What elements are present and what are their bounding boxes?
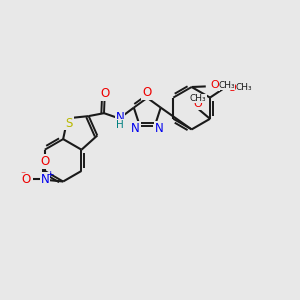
Text: O: O xyxy=(194,99,203,110)
Text: CH₃: CH₃ xyxy=(219,81,236,90)
Text: O: O xyxy=(142,86,151,99)
Text: ⁻: ⁻ xyxy=(20,171,26,181)
Text: S: S xyxy=(65,116,73,130)
Text: O: O xyxy=(228,82,236,93)
Text: CH₃: CH₃ xyxy=(190,94,206,103)
Text: CH₃: CH₃ xyxy=(236,83,252,92)
Text: O: O xyxy=(21,173,30,186)
Text: O: O xyxy=(40,155,50,168)
Text: N: N xyxy=(131,122,140,135)
Text: N: N xyxy=(116,111,124,124)
Text: H: H xyxy=(116,120,124,130)
Text: +: + xyxy=(46,170,54,179)
Text: N: N xyxy=(155,122,164,135)
Text: O: O xyxy=(211,80,219,90)
Text: N: N xyxy=(40,173,49,186)
Text: O: O xyxy=(100,87,109,100)
